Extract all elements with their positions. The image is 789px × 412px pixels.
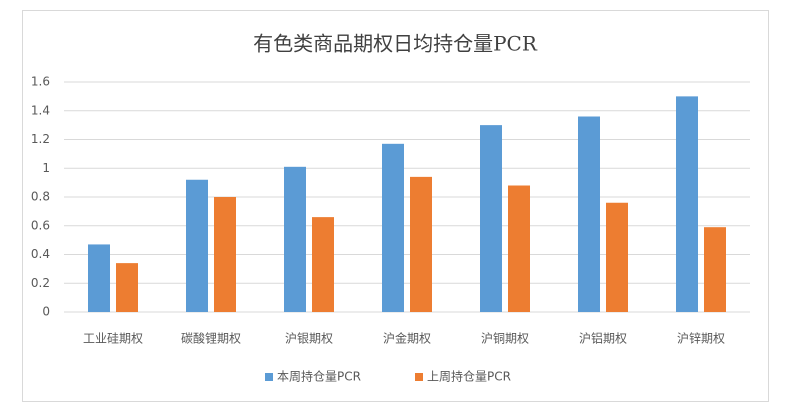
x-tick-label: 沪铜期权 xyxy=(481,331,529,346)
bar xyxy=(704,227,726,312)
x-tick-label: 沪锌期权 xyxy=(677,332,725,346)
y-tick-label: 0.6 xyxy=(31,218,50,232)
bar xyxy=(508,185,530,312)
bar xyxy=(410,176,432,312)
y-tick-label: 0.2 xyxy=(31,276,50,290)
bar xyxy=(284,166,306,312)
bar xyxy=(88,244,110,312)
legend-label: 本周持仓量PCR xyxy=(277,369,361,384)
y-tick-label: 1.2 xyxy=(31,132,50,146)
y-tick-label: 1.6 xyxy=(31,75,50,89)
legend-label: 上周持仓量PCR xyxy=(427,369,511,384)
chart-title: 有色类商品期权日均持仓量PCR xyxy=(253,32,538,56)
bar xyxy=(186,179,208,312)
bar xyxy=(480,125,502,312)
bar xyxy=(214,197,236,312)
x-tick-label: 沪金期权 xyxy=(383,331,431,346)
y-tick-label: 1 xyxy=(42,161,50,175)
y-tick-label: 0.4 xyxy=(31,247,50,261)
x-tick-label: 沪铝期权 xyxy=(579,331,627,346)
bar xyxy=(116,263,138,312)
legend-swatch xyxy=(415,373,423,381)
bar xyxy=(578,116,600,312)
y-tick-label: 1.4 xyxy=(31,103,50,117)
y-tick-label: 0.8 xyxy=(31,190,50,204)
bar xyxy=(676,96,698,312)
legend-swatch xyxy=(265,373,273,381)
bar xyxy=(382,143,404,312)
bar xyxy=(312,217,334,312)
y-tick-label: 0 xyxy=(42,305,50,319)
x-tick-label: 工业硅期权 xyxy=(83,332,143,346)
x-tick-label: 碳酸锂期权 xyxy=(181,331,241,346)
x-tick-label: 沪银期权 xyxy=(285,332,333,346)
bar xyxy=(606,202,628,312)
